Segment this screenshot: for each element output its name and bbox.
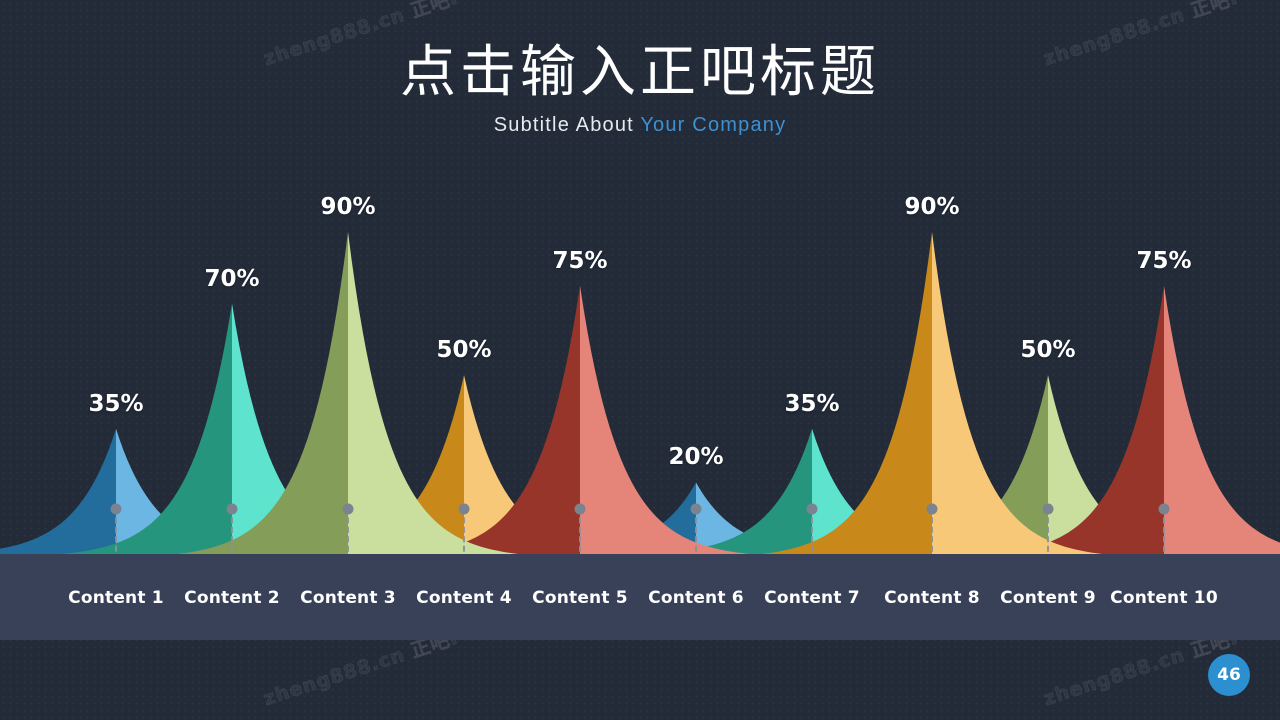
peak-right-half bbox=[580, 285, 750, 554]
peak-chart-svg bbox=[0, 232, 1280, 554]
peak-right-half bbox=[932, 232, 1102, 554]
peak-marker-dot[interactable] bbox=[926, 503, 938, 515]
category-label-4: Content 4 bbox=[416, 588, 512, 608]
peak-right-half bbox=[1164, 285, 1280, 554]
peak-right-half bbox=[1048, 375, 1218, 554]
peak-stem-line bbox=[115, 508, 117, 580]
subtitle-prefix: Subtitle About bbox=[493, 113, 641, 136]
peak-stem-line bbox=[1047, 508, 1049, 580]
category-label-1: Content 1 bbox=[68, 588, 164, 608]
peak-stem-line bbox=[811, 508, 813, 580]
peak-value-label: 90% bbox=[320, 194, 376, 220]
peak-value-label: 20% bbox=[668, 444, 724, 471]
peak-right-half bbox=[232, 303, 402, 554]
category-label-6: Content 6 bbox=[648, 588, 744, 608]
peak-value-label: 70% bbox=[204, 265, 260, 292]
peak-marker-dot[interactable] bbox=[1158, 503, 1170, 515]
peak-left-half bbox=[0, 428, 116, 554]
peak-left-half bbox=[62, 303, 232, 554]
peak-marker-dot[interactable] bbox=[806, 503, 818, 515]
page-number-badge: 46 bbox=[1208, 654, 1250, 696]
peak-stem-line bbox=[579, 508, 581, 580]
page-title: 点击输入正吧标题 bbox=[400, 40, 880, 105]
peak-value-label: 90% bbox=[904, 194, 960, 220]
peak-value-label: 35% bbox=[88, 390, 144, 417]
category-axis-band bbox=[0, 554, 1280, 640]
category-label-5: Content 5 bbox=[532, 588, 628, 608]
peak-value-label: 50% bbox=[436, 337, 492, 364]
peak-marker-dot[interactable] bbox=[458, 503, 470, 515]
peak-left-half bbox=[994, 285, 1164, 554]
peak-marker-dot[interactable] bbox=[1042, 503, 1054, 515]
category-label-2: Content 2 bbox=[184, 588, 280, 608]
peak-right-half bbox=[348, 232, 518, 554]
peak-stem-line bbox=[463, 508, 465, 580]
category-label-3: Content 3 bbox=[300, 588, 396, 608]
peak-left-half bbox=[762, 232, 932, 554]
peak-marker-dot[interactable] bbox=[574, 503, 586, 515]
peak-stem-line bbox=[231, 508, 233, 580]
subtitle-company: Your Company bbox=[640, 113, 787, 136]
peak-value-label: 50% bbox=[1020, 337, 1076, 364]
category-label-7: Content 7 bbox=[764, 588, 860, 608]
peak-stem-line bbox=[931, 508, 933, 580]
page-subtitle: Subtitle About Your Company bbox=[0, 114, 1280, 137]
peak-value-label: 75% bbox=[552, 247, 608, 274]
peak-marker-dot[interactable] bbox=[690, 503, 702, 515]
peak-right-half bbox=[464, 375, 634, 554]
peak-value-label: 75% bbox=[1136, 247, 1192, 274]
category-label-8: Content 8 bbox=[884, 588, 980, 608]
peak-marker-dot[interactable] bbox=[226, 503, 238, 515]
peak-marker-dot[interactable] bbox=[342, 503, 354, 515]
slide-header: 点击输入正吧标题 Subtitle About Your Company bbox=[0, 42, 1280, 137]
peak-left-half bbox=[178, 232, 348, 554]
peak-stem-line bbox=[347, 508, 349, 580]
peak-value-label: 35% bbox=[784, 390, 840, 417]
peak-stem-line bbox=[1163, 508, 1165, 580]
peak-marker-dot[interactable] bbox=[110, 503, 122, 515]
peak-left-half bbox=[642, 428, 812, 554]
category-label-10: Content 10 bbox=[1110, 588, 1218, 608]
peak-left-half bbox=[410, 285, 580, 554]
peak-stem-line bbox=[695, 508, 697, 580]
category-label-9: Content 9 bbox=[1000, 588, 1096, 608]
